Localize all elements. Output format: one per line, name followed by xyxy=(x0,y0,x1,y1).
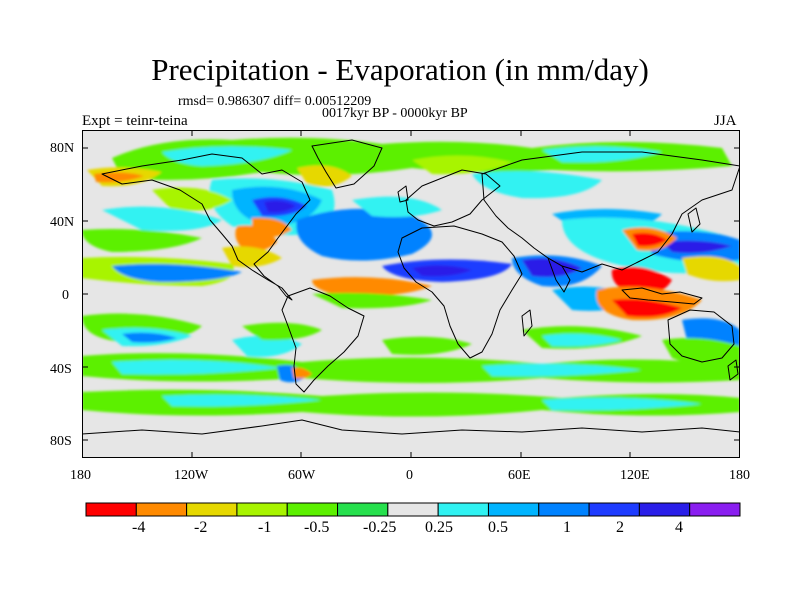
colorbar-label: 0.25 xyxy=(425,519,453,536)
field-satl-green xyxy=(382,336,472,355)
field-patagonia-orange xyxy=(292,367,312,379)
colorbar-label: 4 xyxy=(675,519,683,536)
field-so-cyan-3 xyxy=(162,394,322,407)
greenland-coast xyxy=(311,139,383,189)
lon-tick-180w: 180 xyxy=(70,468,91,483)
japan-coast xyxy=(687,207,701,233)
lon-tick-60w: 60W xyxy=(288,468,316,483)
lon-tick-60e: 60E xyxy=(508,468,531,483)
field-maritime-red xyxy=(612,299,682,317)
colorbar-swatch xyxy=(236,502,288,517)
colorbar-label: 2 xyxy=(616,519,624,536)
europe-coast xyxy=(405,169,501,227)
field-tatl-orange xyxy=(312,277,432,297)
field-nat-blue xyxy=(296,208,432,261)
colorbar-label: -0.5 xyxy=(304,519,330,536)
field-tatl-purple xyxy=(412,265,472,277)
colorbar-swatch xyxy=(387,502,439,517)
lat-tick-80s: 80S xyxy=(50,434,72,449)
colorbar-swatch xyxy=(588,502,640,517)
field-nat-cyan xyxy=(352,196,442,218)
colorbar xyxy=(85,502,741,517)
maritime-coast xyxy=(621,287,703,305)
field-arctic-orange xyxy=(94,172,144,183)
field-sh-blue xyxy=(122,332,177,343)
colorbar-swatch xyxy=(638,502,691,517)
field-china-red xyxy=(632,232,667,247)
period-label: 0017kyr BP - 0000kyr BP xyxy=(322,106,468,121)
field-aus-green xyxy=(662,338,740,367)
colorbar-swatch xyxy=(337,502,389,517)
australia-coast xyxy=(667,309,735,363)
colorbar-label: -2 xyxy=(194,519,208,536)
field-sam-green xyxy=(242,322,322,341)
colorbar-label: -4 xyxy=(132,519,146,536)
lat-tick-0: 0 xyxy=(62,288,69,303)
india-coast xyxy=(547,257,571,293)
madagascar-coast xyxy=(521,309,533,337)
field-so-green xyxy=(82,353,740,383)
uk-coast xyxy=(397,185,409,203)
colorbar-swatch xyxy=(487,502,540,517)
field-na-purple xyxy=(264,200,296,213)
field-so-cyan-4 xyxy=(542,397,702,411)
experiment-label: Expt = teinr-teina xyxy=(82,113,188,129)
lat-tick-40s: 40S xyxy=(50,362,72,377)
asia-coast xyxy=(481,151,740,273)
lat-tick-80n: 80N xyxy=(50,141,75,156)
lon-tick-120e: 120E xyxy=(620,468,650,483)
field-sio-cyan xyxy=(542,333,622,347)
rmsd-stats: rmsd= 0.986307 diff= 0.00512209 xyxy=(178,94,372,109)
lon-tick-180e: 180 xyxy=(729,468,750,483)
colorbar-swatch xyxy=(186,502,238,517)
colorbar-label: 0.5 xyxy=(488,519,508,536)
colorbar-swatch xyxy=(135,502,188,517)
field-nw-pac-yellow xyxy=(682,256,740,282)
field-gulf-yellow xyxy=(222,246,282,267)
north-america-coast xyxy=(101,153,311,301)
colorbar-label: 1 xyxy=(563,519,571,536)
antarctica-coast xyxy=(82,419,740,435)
field-siberia-yellow xyxy=(412,155,512,175)
colorbar-swatch xyxy=(538,502,590,517)
lat-tick-40n: 40N xyxy=(50,215,75,230)
field-east-us-orange xyxy=(235,225,277,251)
colorbar-label: -0.25 xyxy=(363,519,397,536)
field-arctic-cyan-2 xyxy=(542,146,662,163)
field-tpac-blue xyxy=(112,264,242,282)
coastlines xyxy=(82,139,740,435)
colorbar-label: -1 xyxy=(258,519,272,536)
colorbar-swatch xyxy=(85,502,137,517)
south-america-coast xyxy=(281,287,365,393)
colorbar-swatch xyxy=(286,502,339,517)
field-pacific-ne-green xyxy=(152,187,232,211)
field-npac-green xyxy=(82,229,202,252)
field-so-cyan xyxy=(112,360,282,375)
field-npac-cyan xyxy=(102,206,222,231)
lon-tick-120w: 120W xyxy=(174,468,209,483)
new-zealand-coast xyxy=(727,359,739,381)
field-so-cyan-2 xyxy=(482,363,642,377)
page-title: Precipitation - Evaporation (in mm/day) xyxy=(151,52,649,87)
lon-tick-0: 0 xyxy=(406,468,413,483)
colorbar-swatch xyxy=(689,502,741,517)
field-greenland-yellow xyxy=(297,165,352,187)
field-sam-cyan xyxy=(232,335,302,357)
axis-ticks xyxy=(82,130,740,458)
africa-coast xyxy=(397,225,523,359)
season-label: JJA xyxy=(714,113,737,129)
field-asia-cyan xyxy=(472,171,602,199)
field-wpac-purple xyxy=(662,240,732,254)
colorbar-swatch xyxy=(437,502,489,517)
pe-difference-map xyxy=(82,130,740,458)
